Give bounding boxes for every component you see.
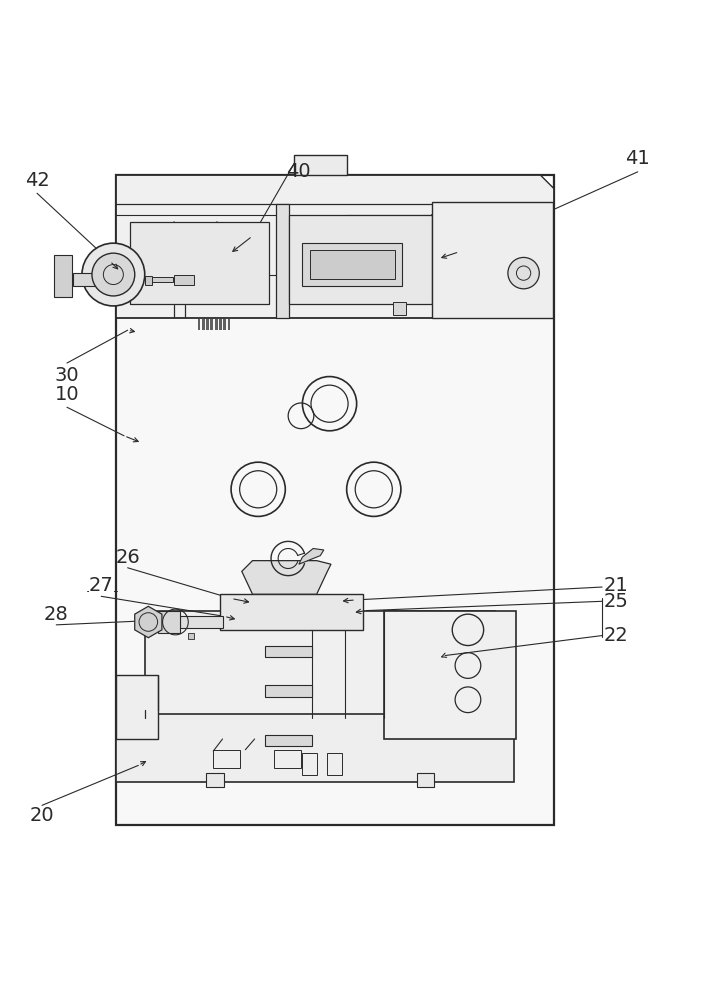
Bar [265,735,312,746]
Bar [116,675,158,739]
Text: 26: 26 [115,548,140,567]
Bar [145,611,495,718]
Polygon shape [242,561,331,594]
Bar [116,714,513,782]
Bar [265,646,312,657]
Bar [327,753,342,775]
Bar [294,155,347,175]
Bar [215,319,218,330]
Bar [129,222,269,304]
Bar [214,750,240,768]
Bar [227,319,230,330]
Bar [274,750,301,768]
Bar [265,685,312,697]
Bar [223,319,226,330]
Bar [393,302,406,315]
Bar [431,202,553,318]
Bar [158,611,180,633]
Polygon shape [134,606,162,638]
Bar [174,275,194,285]
Text: 40: 40 [287,162,311,181]
Polygon shape [541,175,554,188]
Text: 42: 42 [24,171,50,190]
Text: 25: 25 [604,592,629,611]
Bar [116,175,554,825]
Text: 22: 22 [604,626,628,645]
Text: 30: 30 [55,366,79,385]
Bar [211,319,214,330]
Bar [202,319,205,330]
Bar [206,773,224,787]
Text: 27: 27 [89,576,114,595]
Bar [152,277,173,282]
Bar [303,753,316,775]
Text: 41: 41 [626,149,650,168]
Text: 10: 10 [55,385,79,404]
Bar [276,204,289,318]
Bar [73,273,114,286]
Bar [219,319,221,330]
Circle shape [82,243,145,306]
Bar [198,319,201,330]
Polygon shape [299,549,324,564]
Text: 28: 28 [44,605,68,624]
Bar [54,255,72,297]
Text: 20: 20 [29,806,55,825]
Bar [303,243,403,286]
Bar [416,773,434,787]
Bar [116,175,554,318]
Text: 21: 21 [604,576,628,595]
Bar [206,319,209,330]
Bar [310,250,395,279]
Bar [385,611,516,739]
Bar [145,276,152,285]
Bar [188,633,194,639]
Bar [221,594,363,630]
Circle shape [508,257,539,289]
Circle shape [92,253,134,296]
Bar [180,616,222,628]
Bar [289,215,431,304]
